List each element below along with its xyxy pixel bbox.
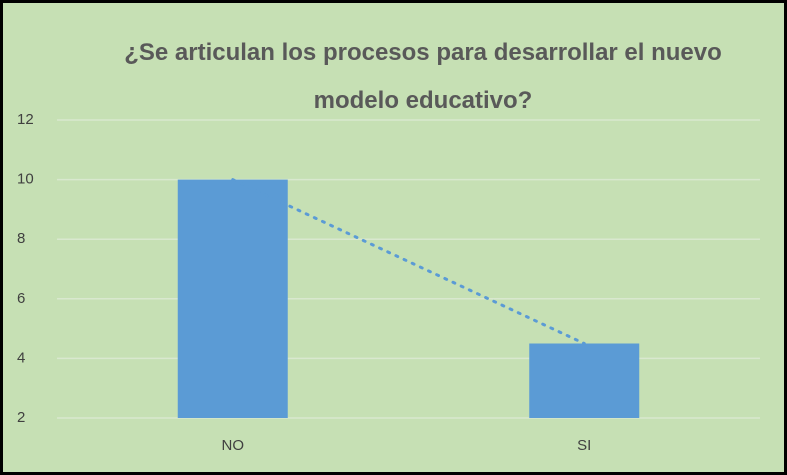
chart-title: ¿Se articulan los procesos para desarrol… xyxy=(124,39,722,114)
x-tick-label: SI xyxy=(577,437,591,454)
y-tick-label: 4 xyxy=(17,349,25,366)
y-tick-label: 10 xyxy=(17,171,34,188)
y-tick-label: 2 xyxy=(17,409,25,426)
plot: 2 4 6 8 10 12 NO SI xyxy=(17,111,760,454)
y-tick-label: 6 xyxy=(17,290,25,307)
trendline xyxy=(231,178,586,345)
bar xyxy=(529,343,640,418)
x-tick-label: NO xyxy=(222,437,245,454)
bar xyxy=(177,179,288,418)
y-tick-label: 12 xyxy=(17,111,34,128)
y-tick-label: 8 xyxy=(17,230,25,247)
